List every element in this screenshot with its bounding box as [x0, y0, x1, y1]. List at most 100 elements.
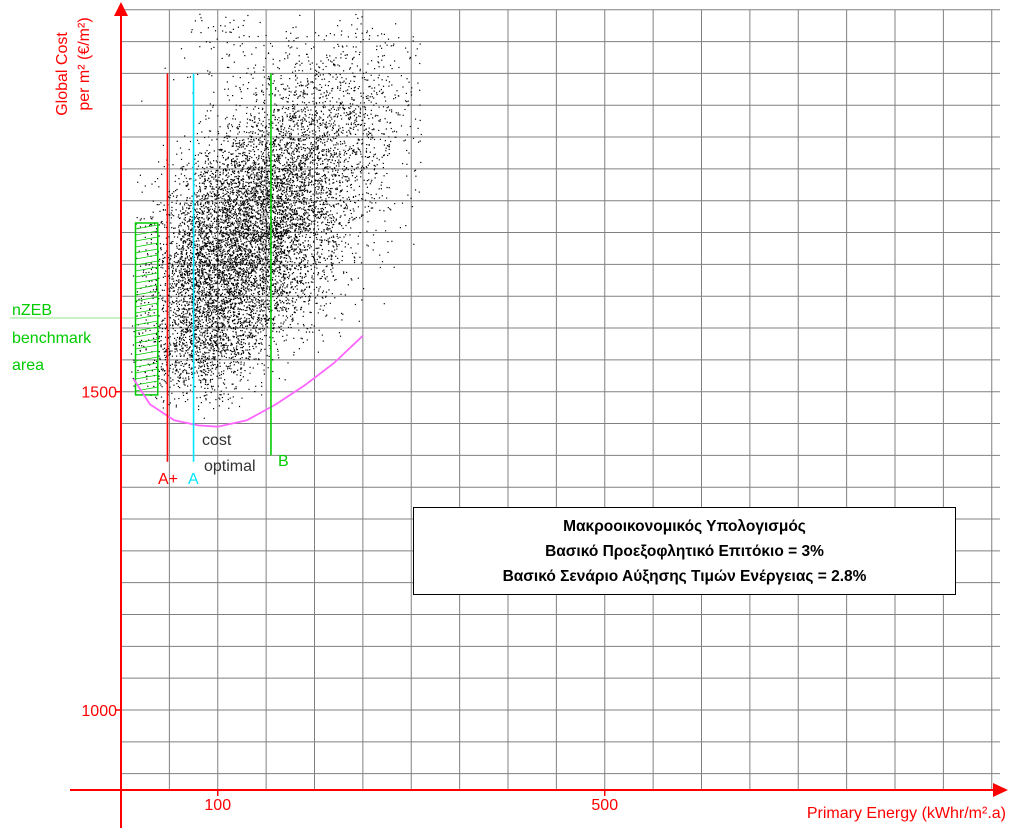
data-point [221, 149, 223, 151]
data-point [289, 236, 291, 239]
data-point [221, 214, 223, 216]
data-point [208, 318, 210, 320]
data-point [246, 174, 248, 176]
data-point [250, 209, 252, 211]
data-point [285, 130, 287, 132]
data-point [286, 189, 288, 191]
data-point [188, 322, 191, 324]
data-point [197, 274, 199, 276]
data-point [276, 221, 278, 224]
data-point [255, 164, 257, 166]
data-point [324, 166, 326, 169]
data-point [227, 345, 229, 347]
data-point [333, 133, 336, 135]
data-point [239, 247, 241, 249]
data-point [332, 219, 334, 221]
data-point [250, 150, 252, 152]
data-point [275, 135, 278, 137]
data-point [279, 223, 281, 225]
data-point [289, 219, 292, 221]
data-point [184, 242, 186, 244]
data-point [301, 178, 303, 180]
data-point [251, 188, 254, 190]
data-point [237, 208, 239, 210]
data-point [178, 318, 180, 320]
data-point [195, 223, 197, 225]
data-point [312, 82, 314, 84]
data-point [291, 227, 293, 229]
data-point [276, 254, 278, 256]
data-point [171, 227, 173, 229]
data-point [263, 131, 265, 133]
data-point [145, 285, 147, 287]
data-point [188, 274, 190, 276]
data-point [220, 295, 222, 297]
data-point [209, 310, 211, 312]
data-point [179, 292, 181, 294]
data-point [247, 285, 249, 287]
data-point [184, 292, 187, 295]
data-point [238, 209, 240, 211]
data-point [224, 315, 226, 317]
data-point [246, 301, 248, 303]
data-point [231, 207, 233, 210]
data-point [205, 263, 207, 265]
data-point [205, 272, 207, 274]
data-point [227, 156, 229, 158]
data-point [234, 257, 236, 259]
data-point [257, 159, 259, 161]
data-point [241, 188, 243, 190]
data-point [284, 112, 286, 114]
data-point [164, 381, 166, 383]
data-point [223, 207, 225, 209]
data-point [236, 199, 238, 201]
data-point [279, 257, 281, 259]
data-point [322, 309, 324, 311]
data-point [320, 236, 322, 238]
data-point [230, 178, 232, 181]
data-point [238, 208, 240, 210]
data-point [288, 184, 290, 186]
data-point [246, 267, 248, 269]
data-point [282, 200, 284, 202]
data-point [249, 185, 251, 187]
data-point [214, 198, 216, 200]
data-point [258, 293, 260, 295]
data-point [235, 203, 237, 205]
data-point [189, 280, 191, 282]
data-point [211, 166, 213, 168]
data-point [321, 222, 323, 224]
data-point [300, 122, 302, 124]
data-point [335, 203, 337, 205]
data-point [264, 243, 266, 245]
data-point [232, 158, 234, 160]
data-point [185, 370, 187, 372]
data-point [212, 250, 214, 252]
data-point [367, 137, 370, 139]
data-point [219, 180, 221, 182]
data-point [250, 131, 252, 133]
data-point [298, 110, 300, 112]
data-point [209, 165, 211, 168]
data-point [220, 264, 222, 266]
data-point [228, 175, 230, 177]
data-point [234, 161, 236, 163]
data-point [346, 204, 348, 206]
data-point [381, 181, 383, 183]
data-point [253, 292, 255, 295]
data-point [289, 227, 291, 229]
data-point [237, 224, 239, 226]
data-point [320, 111, 323, 113]
data-point [208, 240, 210, 242]
data-point [299, 94, 301, 96]
data-point [245, 216, 247, 218]
data-point [199, 224, 201, 226]
data-point [257, 226, 259, 228]
data-point [229, 232, 231, 234]
data-point [275, 124, 277, 126]
data-point [149, 315, 151, 317]
data-point [197, 160, 199, 162]
data-point [291, 239, 293, 241]
data-point [217, 292, 219, 294]
data-point [176, 297, 178, 299]
